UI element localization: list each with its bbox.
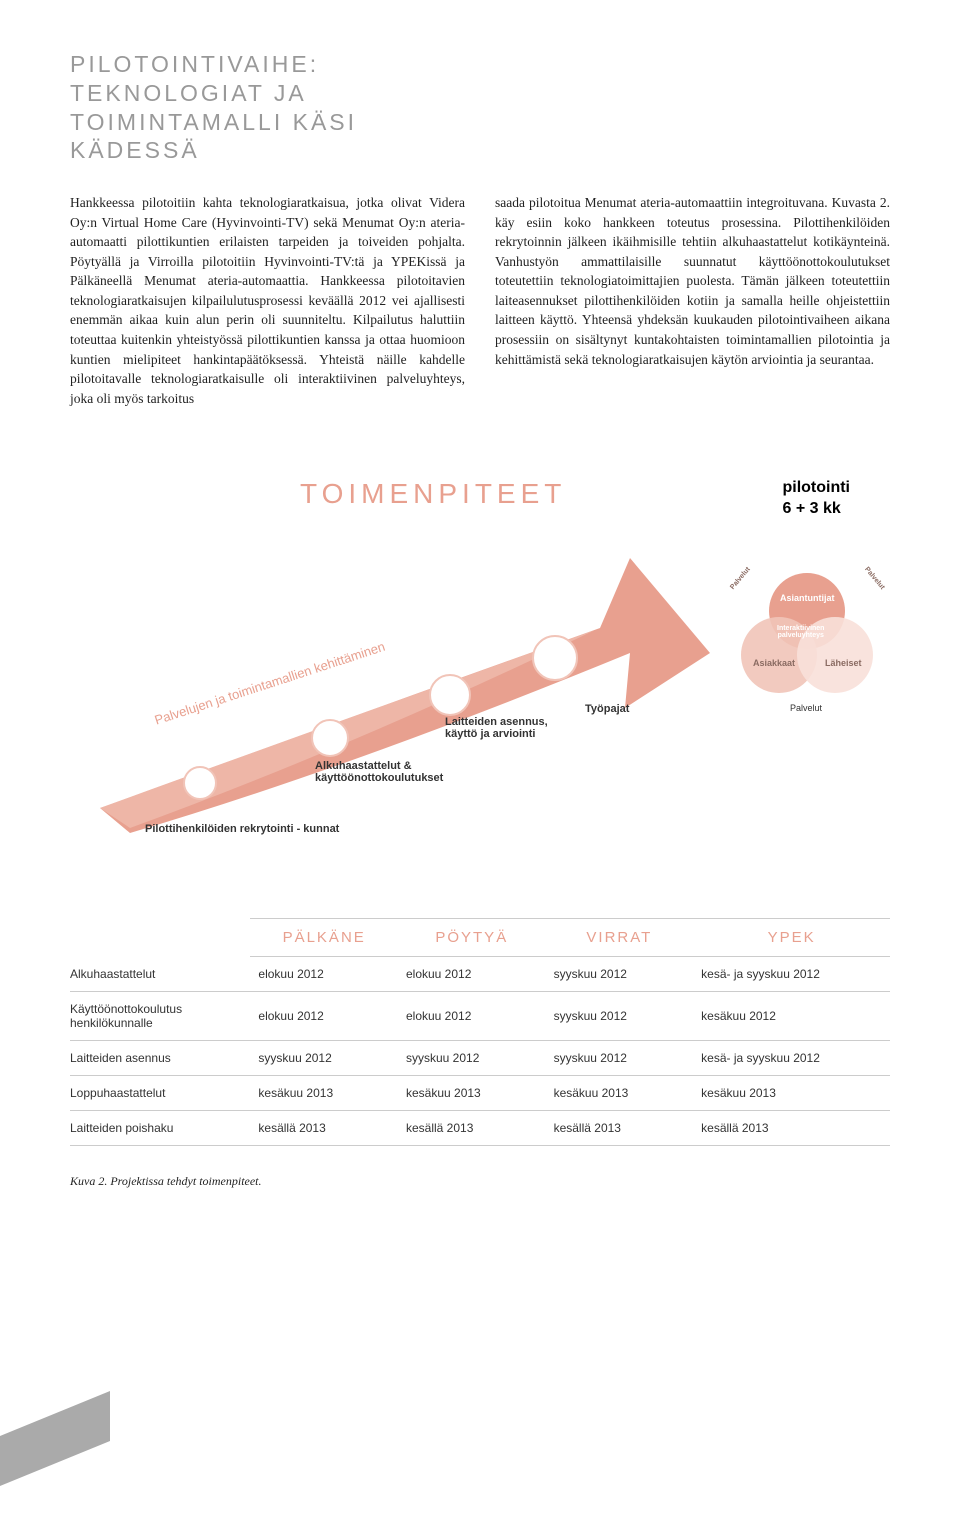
cell: syyskuu 2012	[546, 957, 694, 992]
table-row: Loppuhaastattelut kesäkuu 2013 kesäkuu 2…	[70, 1076, 890, 1111]
table-row: Alkuhaastattelut elokuu 2012 elokuu 2012…	[70, 957, 890, 992]
venn-label-bottom: Palvelut	[790, 703, 822, 713]
page-title: PILOTOINTIVAIHE: TEKNOLOGIAT JA TOIMINTA…	[70, 50, 890, 165]
cell: kesä- ja syyskuu 2012	[693, 957, 890, 992]
step-circle-1	[184, 767, 216, 799]
body-col-2: saada pilotoitua Menumat ateria-automaat…	[495, 193, 890, 408]
pilotointi-sub: 6 + 3 kk	[782, 500, 840, 517]
cell: kesäkuu 2013	[398, 1076, 546, 1111]
cell: Loppuhaastattelut	[70, 1076, 250, 1111]
toimenpiteet-diagram: TOIMENPITEET pilotointi 6 + 3 kk Palvelu…	[70, 478, 890, 908]
body-columns: Hankkeessa pilotoitiin kahta teknologiar…	[70, 193, 890, 408]
th-ypek: YPEK	[693, 919, 890, 957]
venn-label-right: Läheiset	[825, 658, 862, 668]
cell: kesäkuu 2013	[693, 1076, 890, 1111]
cell: syyskuu 2012	[546, 992, 694, 1041]
cell: elokuu 2012	[250, 957, 398, 992]
table-row: Käyttöönottokoulutus henkilökunnalle elo…	[70, 992, 890, 1041]
cell: kesäkuu 2012	[693, 992, 890, 1041]
venn-diagram: Asiantuntijat Interaktiivinen palveluyht…	[725, 563, 890, 718]
cell: syyskuu 2012	[546, 1041, 694, 1076]
cell: kesällä 2013	[250, 1111, 398, 1146]
step-label-2: Alkuhaastattelut & käyttöönottokoulutuks…	[315, 760, 443, 784]
cell: syyskuu 2012	[398, 1041, 546, 1076]
cell: Käyttöönottokoulutus henkilökunnalle	[70, 992, 250, 1041]
table-header-row: PÄLKÄNE PÖYTYÄ VIRRAT YPEK	[70, 919, 890, 957]
body-col-1: Hankkeessa pilotoitiin kahta teknologiar…	[70, 193, 465, 408]
cell: kesällä 2013	[693, 1111, 890, 1146]
diagram-title: TOIMENPITEET	[300, 478, 566, 510]
cell: kesäkuu 2013	[546, 1076, 694, 1111]
venn-label-center: Interaktiivinen palveluyhteys	[777, 625, 824, 639]
cell: Alkuhaastattelut	[70, 957, 250, 992]
step-label-4: Työpajat	[585, 703, 629, 715]
th-empty	[70, 919, 250, 957]
cell: kesällä 2013	[398, 1111, 546, 1146]
pilotointi-label: pilotointi 6 + 3 kk	[782, 478, 850, 520]
cell: elokuu 2012	[250, 992, 398, 1041]
cell: elokuu 2012	[398, 992, 546, 1041]
step-circle-4	[533, 636, 577, 680]
venn-label-top: Asiantuntijat	[780, 593, 835, 603]
cell: syyskuu 2012	[250, 1041, 398, 1076]
table-row: Laitteiden asennus syyskuu 2012 syyskuu …	[70, 1041, 890, 1076]
th-poytya: PÖYTYÄ	[398, 919, 546, 957]
cell: kesällä 2013	[546, 1111, 694, 1146]
figure-caption: Kuva 2. Projektissa tehdyt toimenpiteet.	[70, 1174, 890, 1189]
cell: Laitteiden asennus	[70, 1041, 250, 1076]
step-circle-2	[312, 720, 348, 756]
cell: kesäkuu 2013	[250, 1076, 398, 1111]
step-circle-3	[430, 675, 470, 715]
footer-shape	[0, 1391, 130, 1486]
table-row: Laitteiden poishaku kesällä 2013 kesällä…	[70, 1111, 890, 1146]
step-label-3: Laitteiden asennus, käyttö ja arviointi	[445, 716, 548, 740]
step-label-1: Pilottihenkilöiden rekrytointi - kunnat	[145, 823, 339, 835]
pilotointi-text: pilotointi	[782, 479, 850, 496]
table-body: Alkuhaastattelut elokuu 2012 elokuu 2012…	[70, 957, 890, 1146]
cell: kesä- ja syyskuu 2012	[693, 1041, 890, 1076]
th-palkane: PÄLKÄNE	[250, 919, 398, 957]
th-virrat: VIRRAT	[546, 919, 694, 957]
schedule-table: PÄLKÄNE PÖYTYÄ VIRRAT YPEK Alkuhaastatte…	[70, 918, 890, 1146]
cell: Laitteiden poishaku	[70, 1111, 250, 1146]
venn-label-left: Asiakkaat	[753, 658, 795, 668]
cell: elokuu 2012	[398, 957, 546, 992]
